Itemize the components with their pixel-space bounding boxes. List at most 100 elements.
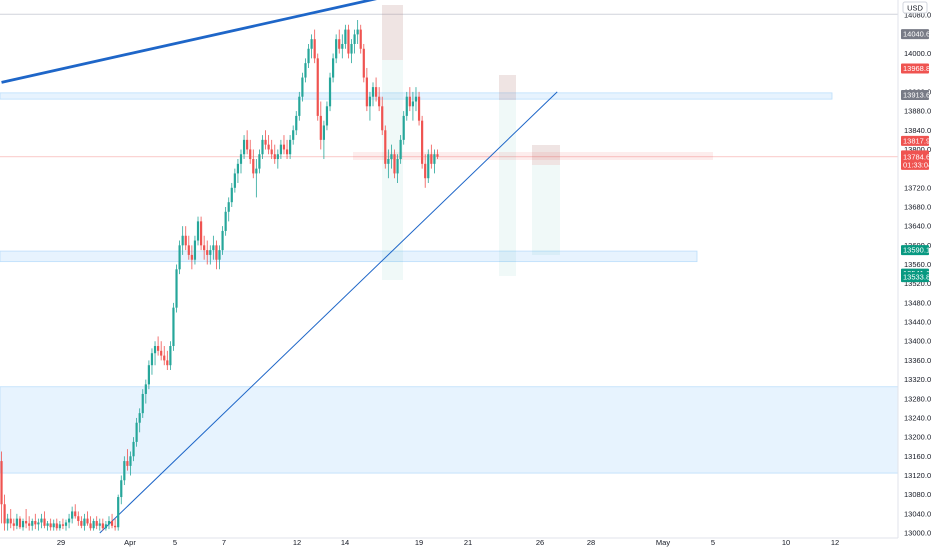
candle[interactable]: [0, 451, 3, 524]
candle[interactable]: [295, 111, 298, 136]
candle[interactable]: [203, 235, 206, 260]
candle[interactable]: [427, 149, 430, 184]
candle[interactable]: [80, 516, 83, 529]
candle[interactable]: [430, 144, 433, 169]
candle[interactable]: [175, 264, 178, 313]
candle[interactable]: [129, 451, 132, 476]
candle[interactable]: [178, 240, 181, 275]
candle[interactable]: [95, 516, 98, 530]
candle[interactable]: [408, 87, 411, 112]
candle[interactable]: [196, 216, 200, 246]
trendline-upper[interactable]: [1, 0, 453, 84]
candle[interactable]: [123, 456, 126, 486]
candle[interactable]: [414, 87, 418, 112]
candle[interactable]: [89, 516, 92, 531]
candle[interactable]: [55, 518, 58, 531]
candle[interactable]: [399, 135, 402, 164]
candle[interactable]: [292, 125, 295, 145]
candle[interactable]: [206, 240, 209, 265]
candle[interactable]: [374, 77, 378, 102]
candle[interactable]: [424, 154, 427, 188]
candle[interactable]: [242, 135, 246, 160]
candle[interactable]: [236, 159, 240, 184]
candle[interactable]: [77, 511, 80, 526]
candle[interactable]: [322, 120, 325, 160]
candle[interactable]: [387, 149, 390, 179]
candle[interactable]: [276, 149, 279, 169]
candle[interactable]: [199, 216, 203, 251]
candle[interactable]: [21, 518, 25, 531]
candle[interactable]: [362, 43, 365, 83]
candle[interactable]: [356, 20, 359, 44]
candle[interactable]: [181, 226, 184, 255]
time-axis[interactable]: 29 Apr 5 7 12 14 19 21 26 28 May 5 10 12: [57, 538, 839, 547]
candle[interactable]: [46, 521, 49, 531]
candle[interactable]: [325, 101, 329, 131]
candle[interactable]: [371, 82, 375, 107]
candle[interactable]: [258, 149, 261, 174]
candle[interactable]: [31, 518, 34, 531]
trendlines-layer[interactable]: [1, 0, 558, 534]
candle[interactable]: [135, 417, 138, 447]
candle[interactable]: [411, 91, 415, 121]
candle[interactable]: [153, 341, 157, 366]
candle[interactable]: [252, 149, 255, 179]
candle[interactable]: [138, 408, 141, 433]
candle[interactable]: [141, 389, 144, 418]
candle[interactable]: [132, 437, 135, 462]
candle[interactable]: [396, 154, 399, 184]
candle[interactable]: [273, 144, 276, 164]
candle[interactable]: [331, 53, 335, 83]
candle[interactable]: [147, 360, 150, 390]
candle[interactable]: [187, 235, 190, 260]
candle[interactable]: [40, 513, 43, 529]
candle[interactable]: [157, 336, 160, 356]
candle[interactable]: [368, 91, 372, 121]
candle[interactable]: [144, 379, 147, 404]
candle[interactable]: [58, 521, 61, 531]
candle[interactable]: [67, 513, 71, 529]
candle[interactable]: [347, 24, 350, 59]
candle[interactable]: [230, 183, 233, 207]
candle[interactable]: [215, 240, 218, 270]
candle[interactable]: [98, 518, 101, 531]
candle[interactable]: [64, 519, 68, 531]
currency-badge[interactable]: USD: [902, 1, 928, 14]
candle[interactable]: [421, 115, 424, 169]
candle[interactable]: [15, 513, 18, 530]
candle[interactable]: [6, 513, 9, 531]
candle[interactable]: [107, 516, 111, 530]
candle[interactable]: [405, 91, 408, 121]
candle[interactable]: [264, 130, 267, 150]
candle[interactable]: [353, 29, 356, 54]
candle[interactable]: [190, 245, 193, 270]
candle[interactable]: [37, 518, 40, 531]
candle[interactable]: [350, 39, 353, 64]
candle[interactable]: [282, 135, 286, 155]
candle[interactable]: [359, 24, 362, 54]
candle[interactable]: [61, 518, 65, 530]
candle[interactable]: [24, 509, 28, 529]
candle[interactable]: [120, 475, 123, 505]
candle[interactable]: [71, 506, 74, 524]
candle[interactable]: [328, 72, 332, 112]
candle[interactable]: [3, 494, 6, 531]
candle[interactable]: [255, 159, 258, 198]
candle[interactable]: [218, 245, 221, 270]
candle[interactable]: [279, 139, 283, 160]
candle[interactable]: [150, 348, 154, 375]
candle[interactable]: [9, 509, 12, 529]
candle[interactable]: [212, 235, 215, 260]
candle[interactable]: [249, 139, 252, 164]
candle[interactable]: [310, 34, 313, 59]
candle[interactable]: [341, 34, 344, 59]
candle[interactable]: [316, 53, 319, 121]
candle[interactable]: [163, 346, 166, 366]
candle[interactable]: [169, 341, 172, 370]
candle[interactable]: [365, 67, 368, 112]
candles-layer[interactable]: [0, 20, 439, 531]
candle[interactable]: [378, 87, 381, 112]
candle[interactable]: [338, 29, 341, 54]
